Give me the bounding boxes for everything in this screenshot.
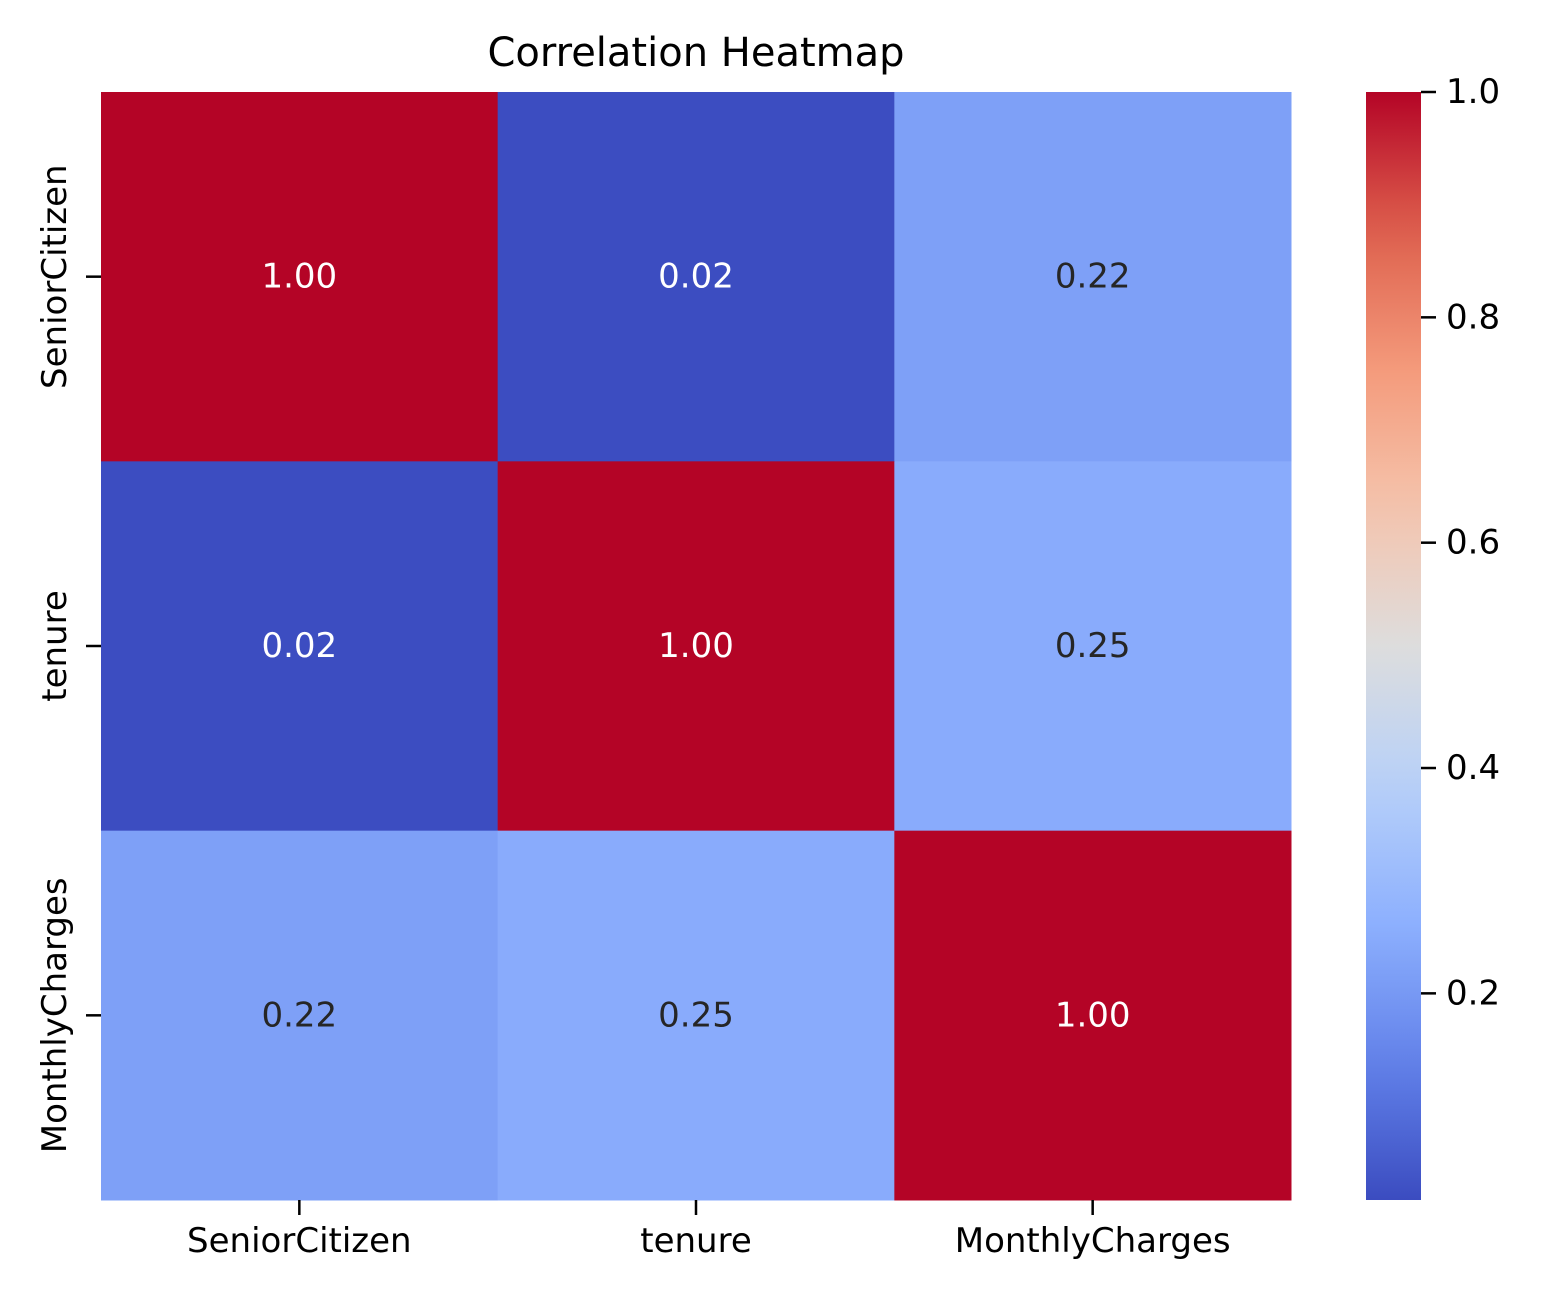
heatmap-cell bbox=[497, 461, 895, 832]
heatmap-cell bbox=[101, 461, 499, 832]
cell-annotation: 0.25 bbox=[658, 995, 734, 1035]
colorbar-tick-label: 1.0 bbox=[1446, 72, 1500, 112]
cell-annotation: 1.00 bbox=[1055, 995, 1131, 1035]
x-tick-label: MonthlyCharges bbox=[955, 1221, 1231, 1261]
heatmap-cell bbox=[101, 830, 499, 1201]
x-tick-label: SeniorCitizen bbox=[187, 1221, 412, 1261]
cell-annotations: 1.00 0.02 0.22 0.02 1.00 0.25 0.22 0.25 1.00 bbox=[261, 257, 1130, 1036]
colorbar-gradient bbox=[1366, 92, 1421, 1200]
heatmap-cell bbox=[101, 92, 499, 462]
cell-annotation: 0.22 bbox=[261, 995, 337, 1035]
x-axis: SeniorCitizen tenure MonthlyCharges bbox=[187, 1200, 1231, 1261]
y-axis: SeniorCitizen tenure MonthlyCharges bbox=[35, 164, 101, 1153]
heatmap-cell bbox=[497, 92, 895, 462]
heatmap-cells bbox=[101, 92, 1292, 1201]
colorbar-tick-label: 0.6 bbox=[1446, 523, 1500, 563]
cell-annotation: 1.00 bbox=[658, 626, 734, 666]
chart-title: Correlation Heatmap bbox=[487, 30, 904, 76]
heatmap-cell bbox=[497, 830, 895, 1201]
colorbar-tick-label: 0.2 bbox=[1446, 973, 1500, 1013]
y-tick-label: tenure bbox=[35, 590, 75, 702]
heatmap-cell bbox=[894, 830, 1292, 1201]
cell-annotation: 0.02 bbox=[658, 257, 734, 297]
colorbar-tick-label: 0.8 bbox=[1446, 297, 1500, 337]
cell-annotation: 0.02 bbox=[261, 626, 337, 666]
cell-annotation: 0.25 bbox=[1055, 626, 1131, 666]
colorbar-tick-label: 0.4 bbox=[1446, 748, 1500, 788]
y-tick-label: MonthlyCharges bbox=[35, 877, 75, 1153]
heatmap-cell bbox=[894, 461, 1292, 832]
colorbar: 0.2 0.4 0.6 0.8 1.0 bbox=[1366, 72, 1500, 1200]
cell-annotation: 0.22 bbox=[1055, 257, 1131, 297]
cell-annotation: 1.00 bbox=[261, 257, 337, 297]
x-tick-label: tenure bbox=[640, 1221, 752, 1261]
heatmap-cell bbox=[894, 92, 1292, 462]
y-tick-label: SeniorCitizen bbox=[35, 164, 75, 389]
